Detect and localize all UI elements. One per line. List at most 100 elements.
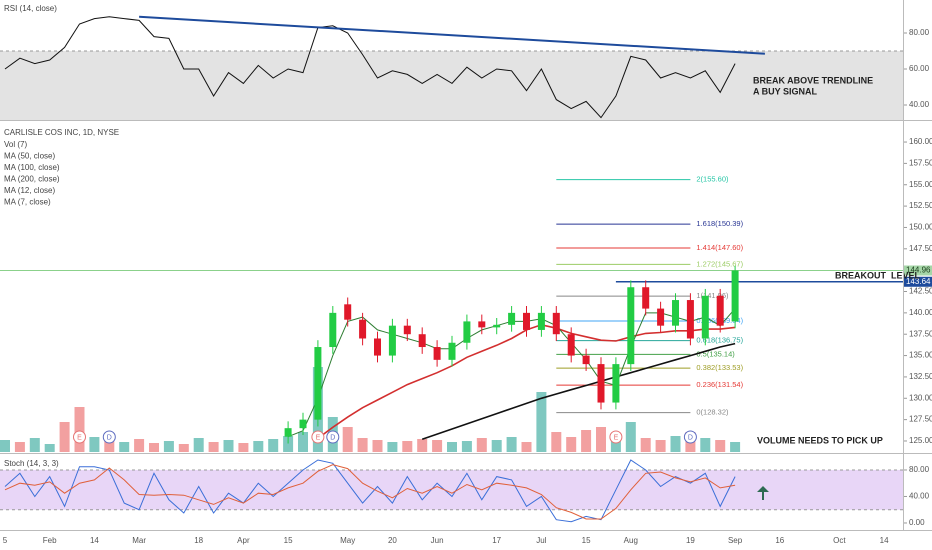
annotation: BREAK ABOVE TRENDLINE <box>753 75 873 85</box>
x-tick-label: Jun <box>431 536 444 545</box>
volume-bar <box>193 438 204 452</box>
volume-bar <box>521 442 532 452</box>
candle-body <box>686 300 694 339</box>
pane-title: RSI (14, close) <box>4 4 57 13</box>
event-label: D <box>107 434 112 441</box>
candle-body <box>612 364 620 403</box>
fib-label: 0(128.32) <box>696 408 729 417</box>
x-tick-label: 14 <box>880 536 889 545</box>
y-tick-label: 60.00 <box>909 64 930 73</box>
candle-body <box>657 308 665 326</box>
candle-body <box>567 334 575 356</box>
y-tick-label: 147.50 <box>909 244 932 253</box>
event-label: E <box>77 434 82 441</box>
legend-entry: MA (7, close) <box>4 198 51 207</box>
candle-body <box>627 287 635 365</box>
volume-bar <box>59 422 70 452</box>
x-tick-label: 20 <box>388 536 397 545</box>
fib-label: 2(155.60) <box>696 175 729 184</box>
volume-bar <box>432 440 443 452</box>
candle-body <box>672 300 679 326</box>
candle-body <box>359 319 367 339</box>
fib-label: 0.382(133.53) <box>696 363 743 372</box>
candle-body <box>523 312 530 330</box>
volume-bar <box>268 439 279 452</box>
candle-body <box>642 287 650 309</box>
candle-body <box>448 342 456 360</box>
price-label-box <box>904 276 932 287</box>
y-tick-label: 142.50 <box>909 287 932 296</box>
annotation: VOLUME NEEDS TO PICK UP <box>757 435 883 445</box>
x-tick-label: 15 <box>284 536 293 545</box>
volume-bar <box>625 422 636 452</box>
rsi-pane <box>0 15 903 120</box>
y-tick-label: 40.00 <box>909 492 930 501</box>
candle-body <box>701 295 709 339</box>
volume-bar <box>253 441 264 452</box>
y-tick-label: 140.00 <box>909 308 932 317</box>
x-tick-label: 19 <box>686 536 695 545</box>
volume-bar <box>342 427 353 452</box>
volume-bar <box>730 442 741 452</box>
y-tick-label: 135.00 <box>909 351 932 360</box>
x-tick-label: 5 <box>3 536 8 545</box>
fib-label: 1.272(145.67) <box>696 259 743 268</box>
volume-bar <box>223 440 234 452</box>
price-label-box <box>904 265 932 276</box>
volume-bar <box>208 442 219 452</box>
volume-bar <box>506 437 517 452</box>
price-label: 143.64 <box>906 277 931 286</box>
candle-body <box>314 347 322 420</box>
fib-label: 0.5(135.14) <box>696 349 735 358</box>
y-tick-label: 0.00 <box>909 518 925 527</box>
stoch-pane <box>0 459 903 523</box>
volume-bar <box>640 438 651 452</box>
legend-entry: MA (12, close) <box>4 186 55 195</box>
volume-bar <box>566 437 577 452</box>
band <box>0 469 903 510</box>
event-marker <box>609 430 623 444</box>
volume-bar <box>581 430 592 452</box>
candle-body <box>716 295 724 326</box>
event-marker <box>102 430 116 444</box>
volume-bar <box>536 392 547 452</box>
x-tick-label: Jul <box>536 536 546 545</box>
fib-label: 1.414(147.60) <box>696 243 743 252</box>
volume-bar <box>0 440 10 452</box>
legend-entry: MA (50, close) <box>4 152 55 161</box>
price-pane: 2(155.60) 1.618(150.39) 1.414(147.60) 1.272… <box>0 175 903 452</box>
candle-body <box>537 312 545 330</box>
x-tick-label: Feb <box>43 536 57 545</box>
volume-bar <box>372 440 383 452</box>
y-tick-label: 80.00 <box>909 28 930 37</box>
annotation: BREAKOUT LEVEL <box>835 270 921 280</box>
chart-title: CARLISLE COS INC, 1D, NYSE <box>4 128 119 137</box>
x-tick-label: May <box>340 536 355 545</box>
y-tick-label: 160.00 <box>909 137 932 146</box>
x-tick-label: 16 <box>775 536 784 545</box>
rsi-line <box>4 16 736 119</box>
volume-bar <box>44 444 55 452</box>
candle-body <box>433 347 441 360</box>
volume-bar <box>14 442 25 452</box>
volume-bar <box>670 436 681 452</box>
volume-bar <box>119 442 130 452</box>
y-tick-label: 155.00 <box>909 180 932 189</box>
fib-label: 1(141.96) <box>696 291 729 300</box>
volume-bar <box>447 442 457 452</box>
candle-body <box>329 312 337 348</box>
price-label: 144.96 <box>906 266 931 275</box>
y-tick-label: 130.00 <box>909 393 932 402</box>
x-tick-label: 18 <box>194 536 203 545</box>
candle-body <box>463 321 471 343</box>
event-marker <box>326 430 340 444</box>
volume-bar <box>402 441 413 452</box>
y-tick-label: 137.50 <box>909 329 932 338</box>
candle-body <box>478 321 486 328</box>
candle-body <box>508 312 516 325</box>
y-tick-label: 132.50 <box>909 372 932 381</box>
event-label: D <box>688 434 693 441</box>
volume-bar <box>551 432 562 452</box>
series-line <box>4 464 736 520</box>
